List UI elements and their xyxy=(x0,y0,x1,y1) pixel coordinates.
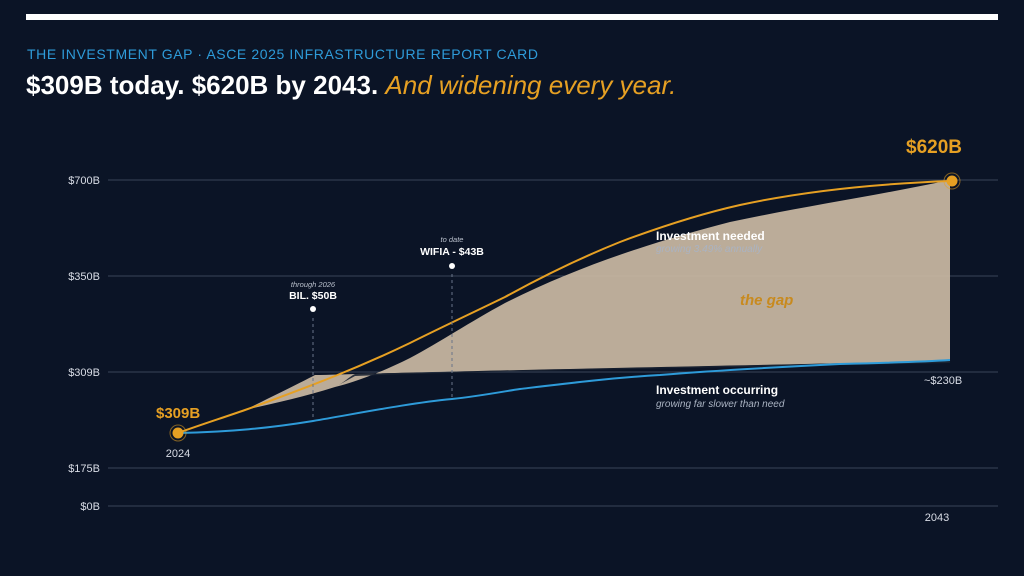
start-point xyxy=(172,427,184,439)
start-value-label: $309B xyxy=(156,405,200,422)
bil-qualifier: through 2026 xyxy=(291,280,336,289)
series-sub-occurring: growing far slower than need xyxy=(656,399,785,410)
end-point-halo xyxy=(943,172,961,190)
top-rule xyxy=(26,14,998,20)
y-tick-label: $0B xyxy=(80,501,100,513)
report-kicker: THE INVESTMENT GAP · ASCE 2025 INFRASTRU… xyxy=(27,46,539,62)
headline-main: $309B today. $620B by 2043. xyxy=(26,70,379,100)
y-tick-label: $175B xyxy=(68,463,100,475)
end-point xyxy=(946,175,958,187)
headline-accent: And widening every year. xyxy=(385,70,677,100)
y-tick-label: $700B xyxy=(68,175,100,187)
bil-marker xyxy=(310,306,316,312)
occurring-end-label: ~$230B xyxy=(924,375,962,387)
wifia-qualifier: to date xyxy=(441,235,464,244)
x-tick-end: 2043 xyxy=(925,512,949,524)
series-label-occurring: Investment occurring xyxy=(656,383,778,397)
x-tick-start: 2024 xyxy=(166,448,190,460)
y-tick-label: $309B xyxy=(68,367,100,379)
bil-label: BIL. $50B xyxy=(289,290,337,302)
y-tick-label: $350B xyxy=(68,271,100,283)
gap-label: the gap xyxy=(740,292,793,309)
gap-area xyxy=(245,180,950,410)
series-line-occurring xyxy=(177,359,951,434)
series-line-needed xyxy=(177,180,951,434)
page-title: $309B today. $620B by 2043. And widening… xyxy=(26,70,676,101)
wifia-label: WIFIA - $43B xyxy=(420,246,484,258)
series-label-needed: Investment needed xyxy=(656,229,765,243)
end-value-label: $620B xyxy=(906,137,962,158)
series-sub-needed: growing 3.49% annually xyxy=(656,244,763,255)
wifia-marker xyxy=(449,263,455,269)
start-point-halo xyxy=(169,424,187,442)
